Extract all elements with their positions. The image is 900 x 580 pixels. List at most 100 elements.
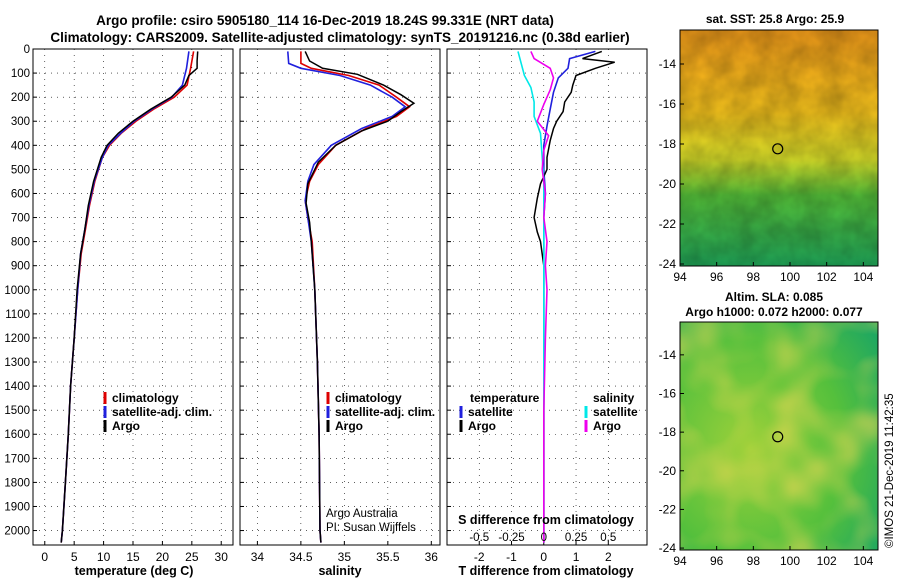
salinity-grid [240, 48, 440, 545]
depth-tick-label: 600 [11, 188, 30, 200]
header-line2: Climatology: CARS2009. Satellite-adjuste… [50, 30, 629, 45]
depth-tick-label: 1700 [4, 453, 30, 465]
legend-climatology: climatology [112, 391, 179, 405]
credit-org: Argo Australia [326, 508, 398, 520]
x-tick-label: -2 [474, 550, 485, 564]
depth-tick-label: 1600 [4, 429, 30, 441]
x-tick-label: 15 [126, 550, 140, 564]
difference-xlabel: T difference from climatology [458, 564, 633, 578]
series-line-argo [60, 51, 199, 543]
sla-argo-location-marker [772, 431, 784, 443]
sla-map-panel: Altim. SLA: 0.085 Argo h1000: 0.072 h200… [659, 290, 879, 568]
sla-texture [680, 322, 878, 550]
x-tick-label: 36 [425, 550, 439, 564]
map-x-tick-label: 104 [853, 554, 873, 568]
s-tick-label: -0.5 [469, 532, 489, 544]
map-y-tick-label: -16 [659, 386, 677, 400]
x-tick-label: 10 [97, 550, 111, 564]
sla-map-title-2: Argo h1000: 0.072 h2000: 0.077 [685, 305, 863, 319]
temperature-panel: 0100200300400500600700800900100011001200… [4, 44, 234, 578]
depth-tick-label: 900 [11, 261, 30, 273]
temperature-xlabel: temperature (deg C) [75, 564, 194, 578]
map-x-tick-label: 100 [780, 270, 800, 284]
legend-climatology: climatology [335, 391, 402, 405]
legend-argo: Argo [335, 419, 363, 433]
salinity-frame [239, 48, 441, 546]
x-tick-label: 35 [338, 550, 352, 564]
difference-legend: temperature satellite Argo salinity sate… [459, 391, 638, 433]
map-y-tick-label: -14 [659, 57, 677, 71]
depth-tick-label: 1000 [4, 285, 30, 297]
map-y-tick-label: -24 [659, 257, 677, 271]
temperature-tick-labels: 0 5 10 15 20 25 30 [41, 550, 228, 564]
depth-tick-label: 200 [11, 92, 30, 104]
depth-tick-label: 1300 [4, 357, 30, 369]
legend-satellite: satellite-adj. clim. [112, 405, 212, 419]
temperature-grid [33, 48, 233, 545]
difference-series [517, 50, 615, 543]
map-y-tick-label: -22 [659, 502, 677, 516]
s-tick-label: 0.25 [565, 532, 587, 544]
depth-tick-label: 1200 [4, 333, 30, 345]
x-tick-label: 35.5 [376, 550, 400, 564]
map-x-tick-label: 102 [817, 270, 837, 284]
legend-t-argo: Argo [468, 419, 496, 433]
depth-tick-label: 1100 [5, 309, 30, 321]
map-x-tick-label: 94 [673, 554, 687, 568]
series-line-s-argo [530, 51, 555, 543]
salinity-tick-labels: 34 34.5 35 35.5 36 [251, 550, 439, 564]
x-tick-label: 34 [251, 550, 265, 564]
map-x-tick-label: 104 [853, 270, 873, 284]
header-line1: Argo profile: csiro 5905180_114 16-Dec-2… [96, 13, 554, 28]
x-tick-label: 1 [573, 550, 580, 564]
series-line-t-argo [533, 50, 615, 543]
salinity-panel: 34 34.5 35 35.5 36 salinity climatology sate… [239, 48, 441, 578]
depth-tick-labels: 0 100 200 300 400 500 600 700 800 900 1000 1100 1200… [4, 44, 30, 538]
x-tick-label: 0 [41, 550, 48, 564]
x-tick-label: 25 [185, 550, 199, 564]
sst-map-panel: sat. SST: 25.8 Argo: 25.9 94 96 98 100 102 10… [659, 12, 879, 284]
temperature-legend: climatology satellite-adj. clim. Argo [103, 391, 212, 433]
x-tick-label: 2 [605, 550, 612, 564]
depth-tick-label: 300 [11, 116, 30, 128]
s-tick-label: 0 [541, 532, 547, 544]
salinity-series [287, 51, 416, 543]
map-y-tick-label: -18 [659, 425, 677, 439]
map-y-tick-label: -18 [659, 137, 677, 151]
sla-map-ticks: 94 96 98 100 102 104 -14 -16 -18 -20 -22 -24 [659, 348, 874, 568]
x-tick-label: -1 [506, 550, 517, 564]
legend-s-satellite: satellite [593, 405, 638, 419]
sla-map-frame [679, 321, 879, 551]
depth-tick-label: 2000 [4, 526, 30, 538]
sst-map-title: sat. SST: 25.8 Argo: 25.9 [706, 12, 845, 26]
legend-salinity-title: salinity [593, 391, 635, 405]
salinity-legend: climatology satellite-adj. clim. Argo [326, 391, 435, 433]
x-tick-label: 5 [71, 550, 78, 564]
difference-xlabel-top: S difference from climatology [458, 513, 634, 527]
sla-map-title-1: Altim. SLA: 0.085 [725, 290, 823, 304]
legend-argo: Argo [112, 419, 140, 433]
map-y-tick-label: -16 [659, 97, 677, 111]
map-y-tick-label: -20 [659, 464, 677, 478]
map-y-tick-label: -20 [659, 177, 677, 191]
depth-tick-label: 1900 [4, 501, 30, 513]
legend-t-satellite: satellite [468, 405, 513, 419]
depth-tick-label: 0 [24, 44, 30, 56]
depth-tick-label: 700 [11, 213, 30, 225]
map-y-tick-label: -24 [659, 541, 677, 555]
legend-temperature-title: temperature [470, 391, 540, 405]
map-x-tick-label: 98 [747, 270, 761, 284]
x-tick-label: 20 [156, 550, 170, 564]
depth-tick-label: 1800 [4, 477, 30, 489]
map-x-tick-label: 94 [673, 270, 687, 284]
legend-s-argo: Argo [593, 419, 621, 433]
sst-argo-location-marker [772, 143, 784, 155]
difference-panel: -2 -1 0 1 2 -0.5 -0.25 0 0.25 0.5 T difference f… [446, 48, 648, 578]
copyright-stamp: ©IMOS 21-Dec-2019 11:42:35 [884, 393, 896, 548]
sst-map-frame [679, 29, 879, 267]
map-x-tick-label: 102 [817, 554, 837, 568]
credit-pi: PI: Susan Wijffels [326, 522, 416, 534]
salinity-diff-tick-labels: -0.5 -0.25 0 0.25 0.5 [469, 532, 616, 544]
sst-map-ticks: 94 96 98 100 102 104 -14 -16 -18 -20 -22 -24 [659, 57, 874, 284]
map-x-tick-label: 96 [710, 270, 724, 284]
